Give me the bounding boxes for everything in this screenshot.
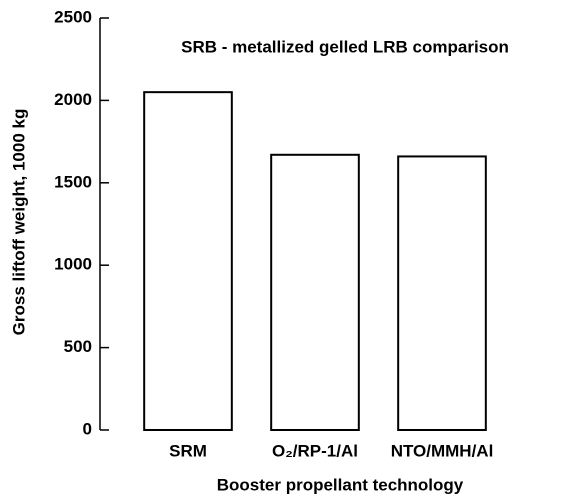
y-tick-label: 1500 [54,172,92,191]
y-tick-label: 2000 [54,90,92,109]
bar [143,91,233,431]
y-tick-label: 1000 [54,255,92,274]
x-axis-label: Booster propellant technology [217,475,464,494]
y-tick-label: 2500 [54,7,92,26]
bar [397,155,487,431]
chart-title: SRB - metallized gelled LRB comparison [181,37,509,56]
y-tick-label: 500 [64,337,92,356]
bar [270,153,360,431]
y-tick-label: 0 [83,419,92,438]
y-axis-label: Gross liftoff weight, 1000 kg [9,109,28,336]
x-tick-label: O₂/RP-1/Al [272,441,358,460]
x-tick-label: NTO/MMH/Al [391,441,494,460]
x-tick-label: SRM [169,441,207,460]
